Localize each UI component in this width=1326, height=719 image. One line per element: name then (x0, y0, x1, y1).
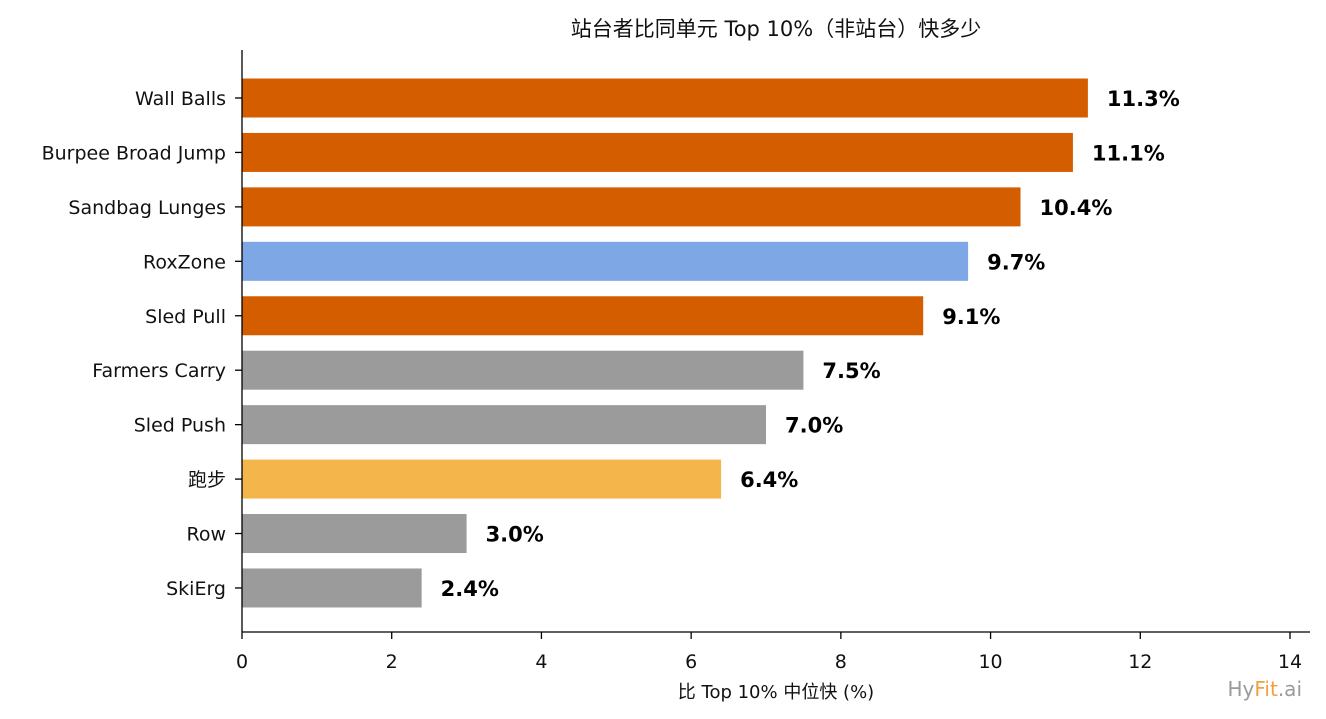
category-label: Sandbag Lunges (68, 197, 226, 219)
x-tick-label: 10 (978, 651, 1002, 673)
bar (242, 514, 467, 554)
x-ticks-group: 0 2 4 6 8 10 12 14 (236, 632, 1302, 673)
value-label: 11.3% (1107, 87, 1180, 111)
bar (242, 568, 422, 608)
category-label: RoxZone (143, 251, 226, 273)
value-label: 9.7% (987, 250, 1045, 274)
x-tick-label: 12 (1128, 651, 1152, 673)
value-label: 2.4% (441, 577, 499, 601)
x-tick-label: 14 (1278, 651, 1302, 673)
value-label: 3.0% (486, 523, 544, 547)
category-label: Burpee Broad Jump (42, 142, 226, 164)
value-label: 7.5% (822, 359, 880, 383)
value-label: 9.1% (942, 305, 1000, 329)
value-labels-group: 11.3% 11.1% 10.4% 9.7% 9.1% 7.5% 7.0% 6.4% 3.0% 2… (441, 87, 1180, 601)
category-label: Wall Balls (135, 88, 226, 110)
x-tick-label: 6 (685, 651, 697, 673)
category-label: Row (186, 524, 226, 546)
category-label: SkiErg (166, 578, 226, 600)
bar (242, 187, 1021, 227)
x-tick-label: 0 (236, 651, 248, 673)
value-label: 10.4% (1040, 196, 1113, 220)
bar (242, 405, 766, 445)
value-label: 6.4% (740, 468, 798, 492)
bars-group (242, 78, 1088, 608)
bar (242, 241, 969, 281)
watermark-part-ai: .ai (1277, 677, 1302, 701)
category-label: Farmers Carry (92, 360, 226, 382)
chart-title: 站台者比同单元 Top 10%（非站台）快多少 (571, 17, 981, 41)
bar (242, 132, 1073, 172)
bar (242, 78, 1088, 118)
x-axis-label: 比 Top 10% 中位快 (%) (678, 682, 874, 703)
value-label: 11.1% (1092, 141, 1165, 165)
value-label: 7.0% (785, 414, 843, 438)
x-tick-label: 4 (535, 651, 547, 673)
watermark-part-hy: Hy (1227, 677, 1255, 701)
bar (242, 350, 804, 390)
watermark-part-fit: Fit (1254, 677, 1278, 701)
x-tick-label: 2 (386, 651, 398, 673)
category-label: Sled Pull (145, 306, 226, 328)
watermark-logo: HyFit.ai (1228, 677, 1303, 701)
category-labels-group: Wall Balls Burpee Broad Jump Sandbag Lunge… (42, 88, 242, 600)
x-tick-label: 8 (835, 651, 847, 673)
category-label: 跑步 (188, 469, 226, 491)
bar (242, 459, 722, 499)
category-label: Sled Push (134, 415, 226, 437)
bar (242, 296, 924, 336)
